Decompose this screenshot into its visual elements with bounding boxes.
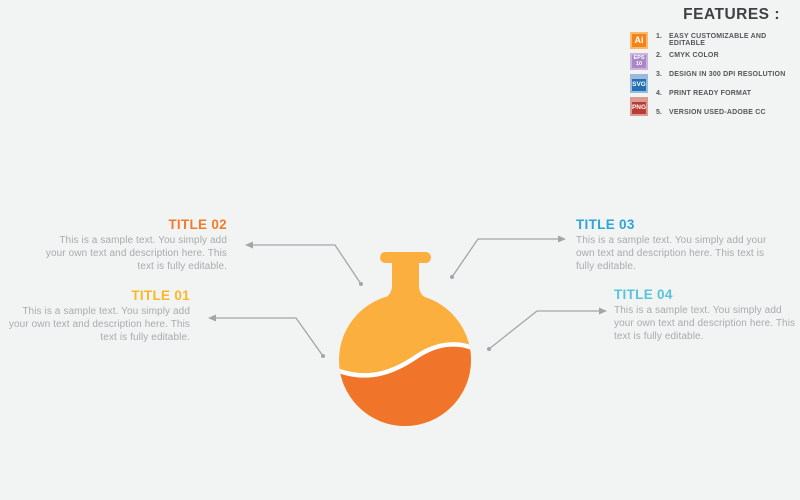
feature-item-5: 5. VERSION USED-ADOBE CC xyxy=(656,109,800,128)
svg-icon-label: SVG xyxy=(632,80,646,88)
callout-title: TITLE 01 xyxy=(131,288,190,303)
ai-format-icon: Ai xyxy=(630,32,648,49)
eps-icon-sublabel: 10 xyxy=(635,60,643,67)
feature-item-3: 3. DESIGN IN 300 DPI RESOLUTION xyxy=(656,71,800,90)
connector-line-title-01 xyxy=(212,317,324,357)
feature-number: 4. xyxy=(656,90,662,97)
arrowhead-title-03-icon xyxy=(558,235,566,243)
callout-title-03: TITLE 03 This is a sample text. You simp… xyxy=(576,217,768,273)
png-format-icon: PNG xyxy=(630,97,648,116)
connector-dot-title-04 xyxy=(487,347,491,351)
eps-icon-label: EPS xyxy=(633,55,645,61)
connector-dot-title-02 xyxy=(359,282,363,286)
callout-title: TITLE 03 xyxy=(576,217,635,232)
callout-description: This is a sample text. You simply add yo… xyxy=(576,235,767,272)
features-list: 1. EASY CUSTOMIZABLE AND EDITABLE 2. CMY… xyxy=(656,33,800,128)
feature-text: DESIGN IN 300 DPI RESOLUTION xyxy=(669,71,786,78)
callout-description: This is a sample text. You simply add yo… xyxy=(45,235,227,272)
ai-icon-label: Ai xyxy=(634,35,644,45)
feature-item-2: 2. CMYK COLOR xyxy=(656,52,800,71)
svg-format-icon: SVG xyxy=(630,74,648,93)
flask-liquid xyxy=(339,344,471,426)
connector-line-title-03 xyxy=(451,238,562,278)
feature-text: PRINT READY FORMAT xyxy=(669,90,752,97)
feature-number: 2. xyxy=(656,52,662,59)
callout-title: TITLE 04 xyxy=(614,287,673,302)
feature-text: EASY CUSTOMIZABLE AND EDITABLE xyxy=(669,33,767,47)
arrowhead-title-04-icon xyxy=(599,307,607,315)
callout-description: This is a sample text. You simply add yo… xyxy=(8,306,190,343)
callout-title: TITLE 02 xyxy=(168,217,227,232)
flask-neck xyxy=(383,259,428,300)
connector-dot-title-03 xyxy=(450,275,454,279)
feature-number: 5. xyxy=(656,109,662,116)
feature-text: VERSION USED-ADOBE CC xyxy=(669,109,766,116)
eps-format-icon: EPS 10 xyxy=(630,53,648,70)
feature-text: CMYK COLOR xyxy=(669,52,719,59)
arrowhead-title-01-icon xyxy=(208,314,216,322)
connector-line-title-04 xyxy=(488,310,603,350)
arrowhead-title-02-icon xyxy=(245,241,253,249)
png-icon-label: PNG xyxy=(631,103,647,111)
feature-number: 3. xyxy=(656,71,662,78)
callout-description: This is a sample text. You simply add yo… xyxy=(614,305,796,342)
callout-title-02: TITLE 02 This is a sample text. You simp… xyxy=(45,217,227,273)
callout-title-04: TITLE 04 This is a sample text. You simp… xyxy=(614,287,800,343)
flask-wave-divider xyxy=(339,342,471,378)
features-heading: FEATURES : xyxy=(683,6,780,23)
file-format-icons: Ai EPS 10 SVG PNG xyxy=(630,32,650,120)
feature-item-1: 1. EASY CUSTOMIZABLE AND EDITABLE xyxy=(656,33,800,52)
feature-item-4: 4. PRINT READY FORMAT xyxy=(656,90,800,109)
flask-icon xyxy=(339,252,471,426)
callout-title-01: TITLE 01 This is a sample text. You simp… xyxy=(8,288,190,344)
connector-line-title-02 xyxy=(249,244,362,285)
connector-dot-title-01 xyxy=(321,354,325,358)
feature-number: 1. xyxy=(656,33,662,40)
